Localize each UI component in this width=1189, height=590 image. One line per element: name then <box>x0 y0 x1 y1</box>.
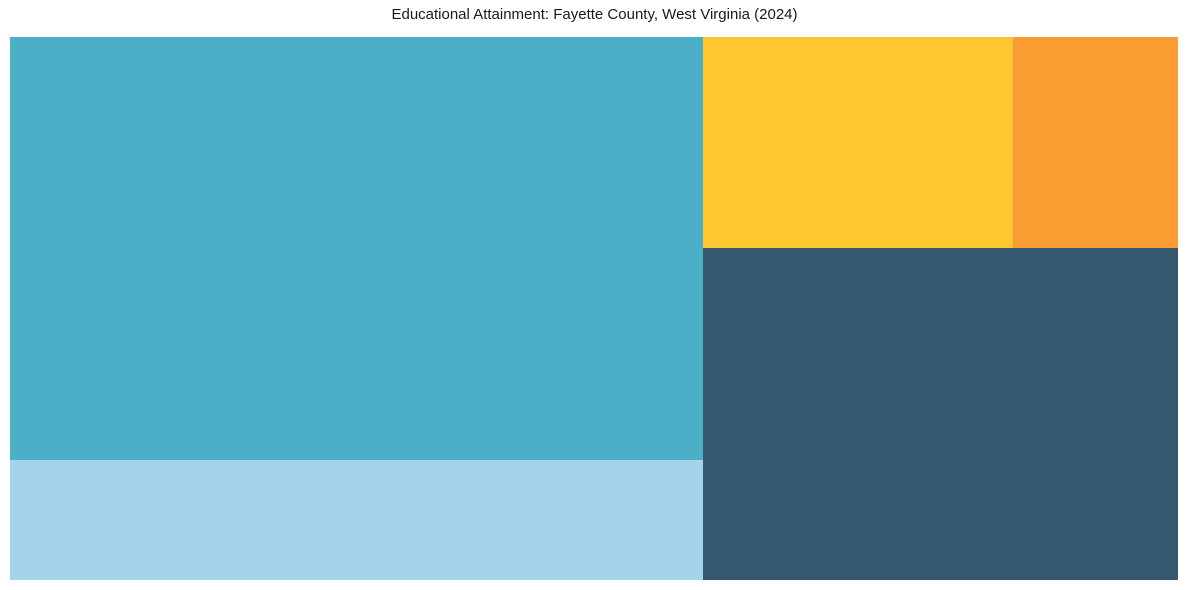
chart-title: Educational Attainment: Fayette County, … <box>391 6 798 23</box>
treemap-tile[interactable]: Bachelor's degree <box>10 459 703 580</box>
treemap-tile[interactable]: Some college or associate's degree <box>702 248 1178 580</box>
treemap-plot-area: High school graduate (or equivalent) Some… <box>10 37 1178 580</box>
treemap-tile-label: Less than high school <box>711 43 837 58</box>
treemap-tile[interactable]: High school graduate (or equivalent) <box>10 37 703 460</box>
treemap-tile-label: Graduate or professional degree <box>1021 43 1178 73</box>
treemap-tile[interactable]: Graduate or professional degree <box>1012 37 1178 248</box>
treemap-tile[interactable]: Less than high school <box>702 37 1013 248</box>
treemap-tile-label: Some college or associate's degree <box>711 254 917 269</box>
treemap-tile-label: Bachelor's degree <box>18 466 122 481</box>
treemap-tile-label: High school graduate (or equivalent) <box>18 43 228 58</box>
